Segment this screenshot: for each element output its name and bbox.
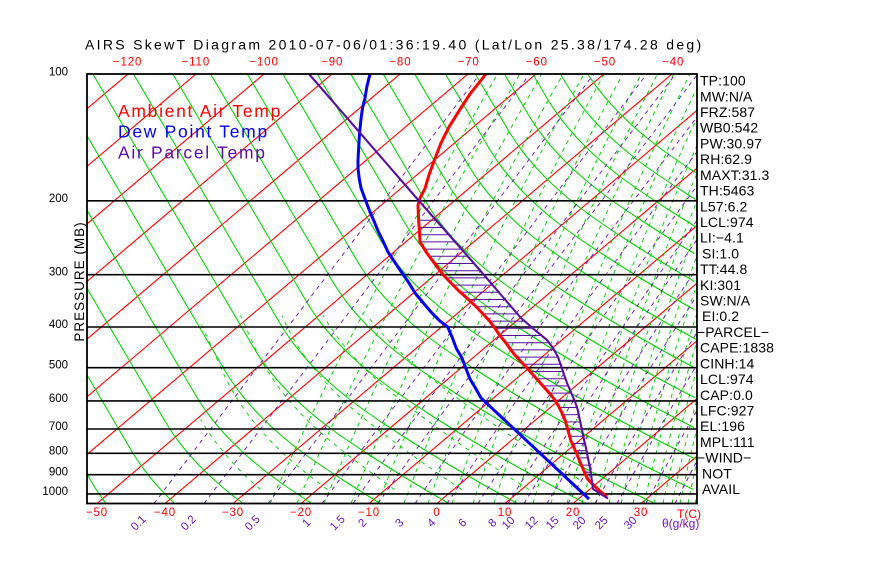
svg-text:20: 20 xyxy=(566,507,581,519)
svg-text:LCL:974: LCL:974 xyxy=(700,214,754,230)
svg-text:TT:44.8: TT:44.8 xyxy=(700,261,748,277)
svg-text:AIRS SkewT Diagram 2010-07-06/: AIRS SkewT Diagram 2010-07-06/01:36:19.4… xyxy=(85,36,703,52)
svg-text:θ(g/kg): θ(g/kg) xyxy=(662,517,699,531)
svg-text:SI:1.0: SI:1.0 xyxy=(702,245,739,261)
svg-text:Dew Point Temp: Dew Point Temp xyxy=(118,122,269,142)
svg-text:LCL:974: LCL:974 xyxy=(700,371,754,387)
svg-text:PW:30.97: PW:30.97 xyxy=(700,135,762,151)
svg-text:500: 500 xyxy=(49,360,68,372)
svg-text:TH:5463: TH:5463 xyxy=(700,183,755,199)
svg-text:CINH:14: CINH:14 xyxy=(700,355,754,371)
svg-text:AVAIL: AVAIL xyxy=(702,481,740,497)
svg-text:−40: −40 xyxy=(662,57,684,69)
svg-text:SW:N/A: SW:N/A xyxy=(700,293,751,309)
svg-text:−100: −100 xyxy=(249,57,279,69)
svg-text:−40: −40 xyxy=(154,507,176,519)
svg-text:EI:0.2: EI:0.2 xyxy=(702,308,739,324)
svg-text:700: 700 xyxy=(49,421,68,433)
svg-text:−80: −80 xyxy=(389,57,411,69)
svg-text:30: 30 xyxy=(634,507,649,519)
svg-text:−PARCEL−: −PARCEL− xyxy=(697,324,769,340)
svg-text:−120: −120 xyxy=(113,57,143,69)
svg-text:FRZ:587: FRZ:587 xyxy=(700,104,755,120)
svg-text:100: 100 xyxy=(49,67,68,79)
svg-text:MAXT:31.3: MAXT:31.3 xyxy=(700,167,769,183)
svg-text:−90: −90 xyxy=(321,57,343,69)
svg-text:−WIND−: −WIND− xyxy=(697,450,751,466)
svg-text:TP:100: TP:100 xyxy=(700,73,746,89)
svg-text:T(C): T(C) xyxy=(677,507,701,521)
svg-text:CAP:0.0: CAP:0.0 xyxy=(700,387,753,403)
svg-text:Air Parcel Temp: Air Parcel Temp xyxy=(118,142,267,162)
svg-text:0: 0 xyxy=(433,507,440,519)
svg-text:WB0:542: WB0:542 xyxy=(700,120,758,136)
svg-text:MW:N/A: MW:N/A xyxy=(700,88,753,104)
svg-text:MPL:111: MPL:111 xyxy=(700,434,755,450)
svg-text:−60: −60 xyxy=(526,57,548,69)
svg-text:800: 800 xyxy=(49,445,68,457)
svg-text:−10: −10 xyxy=(358,507,380,519)
svg-text:10: 10 xyxy=(498,507,513,519)
svg-text:LI:−4.1: LI:−4.1 xyxy=(700,230,744,246)
svg-text:−50: −50 xyxy=(594,57,616,69)
svg-text:PRESSURE (MB): PRESSURE (MB) xyxy=(72,221,87,341)
svg-text:900: 900 xyxy=(49,467,68,479)
svg-text:400: 400 xyxy=(49,319,68,331)
svg-text:−30: −30 xyxy=(222,507,244,519)
svg-text:−70: −70 xyxy=(457,57,479,69)
svg-text:−20: −20 xyxy=(290,507,312,519)
svg-text:600: 600 xyxy=(49,393,68,405)
svg-text:Ambient Air Temp: Ambient Air Temp xyxy=(118,101,282,121)
svg-text:−110: −110 xyxy=(181,57,210,69)
svg-text:LFC:927: LFC:927 xyxy=(700,403,755,419)
svg-text:KI:301: KI:301 xyxy=(700,277,741,293)
svg-text:CAPE:1838: CAPE:1838 xyxy=(700,340,774,356)
svg-text:L57:6.2: L57:6.2 xyxy=(700,198,748,214)
svg-text:RH:62.9: RH:62.9 xyxy=(700,151,752,167)
svg-text:300: 300 xyxy=(49,267,68,279)
svg-text:EL:196: EL:196 xyxy=(700,418,745,434)
svg-text:NOT: NOT xyxy=(702,465,732,481)
svg-text:−50: −50 xyxy=(86,507,108,519)
svg-text:200: 200 xyxy=(49,193,68,205)
svg-text:1000: 1000 xyxy=(42,486,68,498)
